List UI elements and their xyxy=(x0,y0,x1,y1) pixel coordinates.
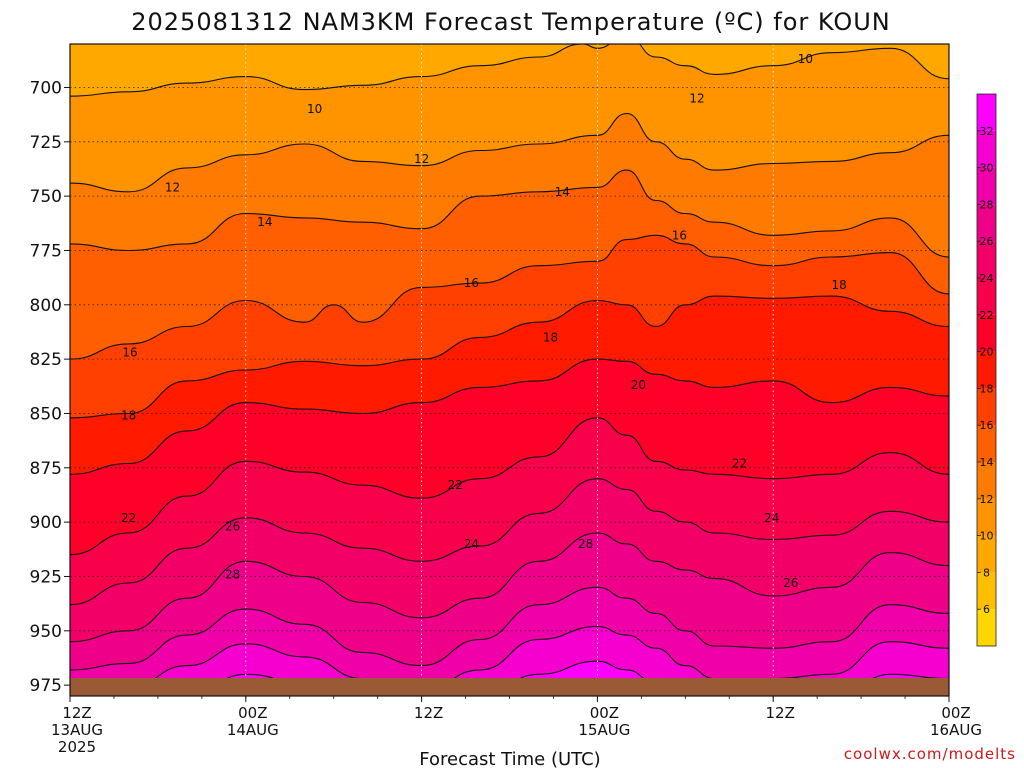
x-tick-label: 2025 xyxy=(58,738,96,756)
y-tick-label: 975 xyxy=(30,676,62,696)
colorbar-bin-20 xyxy=(977,314,996,352)
contour-18 xyxy=(70,295,949,419)
contour-label: 18 xyxy=(121,409,136,423)
contour-label: 16 xyxy=(464,276,479,290)
contour-label: 22 xyxy=(121,511,136,525)
colorbar-bin-24 xyxy=(977,241,996,278)
contour-label: 24 xyxy=(464,537,479,551)
contour-26 xyxy=(70,532,949,643)
x-tick-label: 14AUG xyxy=(227,721,279,739)
colorbar-tick-label: 28 xyxy=(980,198,994,211)
y-tick-label: 775 xyxy=(30,241,62,261)
colorbar-tick-label: 26 xyxy=(980,235,994,248)
contour-label: 12 xyxy=(165,180,180,194)
contour-label: 14 xyxy=(257,215,272,229)
colorbar-tick-label: 16 xyxy=(980,419,994,432)
colorbar-tick-label: 6 xyxy=(983,603,990,616)
colorbar-bin-30 xyxy=(977,130,996,168)
contour-label: 18 xyxy=(543,330,558,344)
x-tick-label: 12Z xyxy=(62,704,91,722)
colorbar-bin-6 xyxy=(977,572,996,610)
colorbar-bin-14 xyxy=(977,425,996,462)
colorbar-tick-label: 14 xyxy=(980,456,994,469)
x-tick-label: 12Z xyxy=(766,704,795,722)
contour-14 xyxy=(70,169,949,258)
y-tick-label: 950 xyxy=(30,622,62,642)
colorbar-bin-16 xyxy=(977,388,996,426)
x-axis-label: Forecast Time (UTC) xyxy=(419,749,600,768)
x-tick-label: 13AUG xyxy=(51,721,103,739)
y-tick-label: 700 xyxy=(30,78,62,98)
y-tick-label: 850 xyxy=(30,404,62,424)
y-tick-label: 875 xyxy=(30,459,62,479)
x-tick-label: 00Z xyxy=(590,704,619,722)
colorbar-tick-label: 18 xyxy=(980,382,994,395)
y-tick-label: 800 xyxy=(30,296,62,316)
ground-strip xyxy=(70,678,949,696)
contour-label: 10 xyxy=(307,102,322,116)
colorbar-tick-label: 24 xyxy=(980,272,994,285)
colorbar-tick-label: 22 xyxy=(980,309,994,322)
contour-label: 12 xyxy=(414,152,429,166)
contour-label: 16 xyxy=(672,228,687,242)
contour-label: 28 xyxy=(578,537,593,551)
colorbar-bin-26 xyxy=(977,204,996,242)
credit-link[interactable]: coolwx.com/modelts xyxy=(844,745,1016,763)
contour-28 xyxy=(70,586,949,671)
chart-title: 2025081312 NAM3KM Forecast Temperature (… xyxy=(131,8,890,36)
y-axis: 700 725 750 775 800 825 850 875 900 925 950 975 xyxy=(30,78,70,696)
colorbar-tick-label: 12 xyxy=(980,493,994,506)
contour-label: 10 xyxy=(798,52,813,66)
contour-label: 24 xyxy=(764,511,779,525)
y-tick-label: 725 xyxy=(30,133,62,153)
colorbar-bin-32 xyxy=(977,94,996,131)
contour-label: 14 xyxy=(555,185,570,199)
colorbar-tick-label: 10 xyxy=(980,530,994,543)
x-tick-label: 15AUG xyxy=(578,721,630,739)
contour-label: 22 xyxy=(732,456,747,470)
contour-label: 20 xyxy=(631,378,646,392)
x-tick-label: 00Z xyxy=(941,704,970,722)
x-tick-label: 12Z xyxy=(414,704,443,722)
colorbar-tick-label: 30 xyxy=(980,162,994,175)
contour-label: 26 xyxy=(225,519,240,533)
contour-labels: 10 10 12 12 12 14 14 16 16 16 18 18 18 20 22 22 22 24 24 26… xyxy=(121,52,847,590)
x-tick-label: 00Z xyxy=(238,704,267,722)
contour-22 xyxy=(70,417,949,556)
contour-label: 26 xyxy=(783,576,798,590)
colorbar-frame xyxy=(976,93,997,647)
contour-label: 22 xyxy=(448,478,463,492)
y-tick-label: 900 xyxy=(30,513,62,533)
colorbar-bin-10 xyxy=(977,498,996,536)
y-tick-label: 825 xyxy=(30,350,62,370)
contour-label: 28 xyxy=(225,567,240,581)
colorbar: 6 8 10 12 14 16 18 20 22 24 26 28 30 32 xyxy=(976,93,997,647)
contour-label: 12 xyxy=(689,91,704,105)
colorbar-tick-label: 20 xyxy=(980,346,994,359)
colorbar-bin-4 xyxy=(977,609,996,646)
y-tick-label: 750 xyxy=(30,187,62,207)
colorbar-bin-8 xyxy=(977,535,996,573)
colorbar-tick-label: 32 xyxy=(980,125,994,138)
colorbar-tick-label: 8 xyxy=(983,566,990,579)
colorbar-bin-18 xyxy=(977,351,996,389)
contour-12 xyxy=(70,112,949,193)
colorbar-bin-28 xyxy=(977,167,996,205)
contour-20 xyxy=(70,358,949,475)
contour-label: 16 xyxy=(122,346,137,360)
plot-area: 10 10 12 12 12 14 14 16 16 16 18 18 18 20 22 22 22 24 24 26… xyxy=(70,44,949,696)
contour-24 xyxy=(70,478,949,606)
contour-32 xyxy=(171,660,949,696)
colorbar-bin-12 xyxy=(977,462,996,499)
colorbar-bin-22 xyxy=(977,278,996,315)
contour-label: 18 xyxy=(831,278,846,292)
y-tick-label: 925 xyxy=(30,567,62,587)
temperature-bands xyxy=(70,44,949,696)
x-tick-label: 16AUG xyxy=(930,721,982,739)
grid-lines xyxy=(70,44,949,696)
